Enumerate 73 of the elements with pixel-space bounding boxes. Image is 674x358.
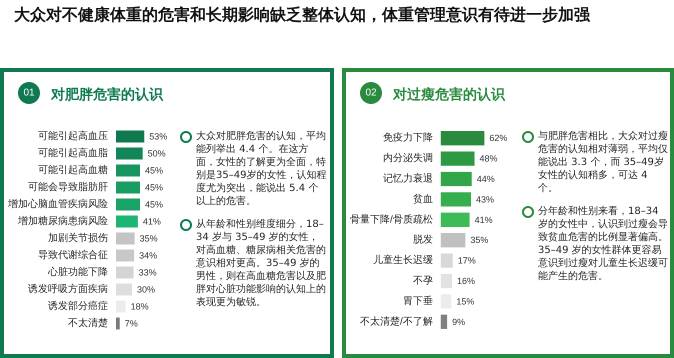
text: 02: [365, 88, 377, 98]
y-tick-label: 记忆力衰退: [382, 172, 433, 184]
chart-title: 对过瘦危害的认识: [392, 86, 506, 102]
y-tick-label: 贫血: [412, 192, 433, 205]
bar: [440, 253, 453, 268]
data-label: 48%: [480, 154, 498, 164]
bar: [440, 314, 448, 329]
y-tick-label: 增加糖尿病患病风险: [17, 215, 108, 227]
bar: [440, 151, 475, 166]
y-tick-label: 内分泌失调: [382, 152, 433, 164]
bar: [116, 182, 140, 194]
bar: [116, 266, 134, 278]
bar: [440, 172, 472, 186]
data-label: 41%: [474, 214, 493, 225]
text: 与肥胖危害相比，大众对过瘦危害的认知相对薄弱，平均仅能说出 3.3 个，而 35–49岁女性的认知稍多，可达 4 个。: [537, 130, 668, 195]
y-tick-label: 诱发部分癌症: [48, 300, 108, 312]
text: 01: [23, 88, 35, 98]
data-label: 18%: [130, 302, 149, 312]
bar: [116, 216, 138, 228]
data-label: 53%: [149, 132, 168, 142]
bar: [116, 232, 135, 244]
data-label: 50%: [148, 148, 166, 158]
y-tick-label: 不孕: [412, 276, 433, 286]
data-label: 15%: [456, 296, 474, 306]
bar: [116, 284, 132, 296]
data-label: 9%: [452, 316, 466, 327]
text: 分年龄和性别来看，18–34 岁的女性中，认识到过瘦会导致贫血危害的比例显著偏高。35–49 岁的女性群体更容易意识到过瘦对儿童生长迟缓可能产生的危害。: [537, 205, 668, 283]
data-label: 41%: [142, 216, 161, 226]
y-tick-label: 骨量下降/骨质疏松: [350, 213, 433, 226]
data-label: 7%: [124, 318, 138, 328]
data-label: 45%: [145, 182, 164, 192]
data-label: 35%: [470, 235, 488, 246]
bar: [116, 164, 140, 176]
text: 大众对不健康体重的危害和长期影响缺乏整体认知，体重管理意识有待进一步加强: [14, 4, 592, 26]
data-label: 44%: [476, 174, 495, 184]
data-label: 62%: [489, 133, 508, 144]
bar: [440, 212, 470, 227]
text: 大众对肥胖危害的认知，平均能列举出 4.4 个。在这方面，女性的了解更为全面，特别是35–49岁的女性，认知程度尤为突出，能说出 5.4 个以上的危害。: [195, 130, 328, 208]
y-tick-label: 免疫力下降: [382, 132, 433, 144]
y-tick-label: 可能引起高血压: [38, 130, 108, 142]
data-label: 45%: [145, 166, 164, 176]
text: 从年龄和性别维度细分，18–34 岁与 35–49 岁的女性，对高血糖、糖尿病相关危害的意识相对更高。35–49 岁的男性，则在高血糖危害以及肥胖对心脏功能影响的认知上的表现更为敏锐。: [195, 218, 327, 309]
bar: [440, 274, 452, 288]
data-label: 35%: [140, 234, 158, 244]
y-tick-label: 可能会导致脂肪肝: [28, 181, 108, 193]
y-tick-label: 心脏功能下降: [47, 266, 108, 278]
y-tick-label: 不太清楚: [68, 317, 108, 329]
y-tick-label: 增加心脑血管疾病风险: [7, 198, 108, 210]
y-tick-label: 诱发呼吸方面疾病: [28, 283, 108, 295]
data-label: 17%: [458, 256, 476, 266]
y-tick-label: 胃下垂: [402, 294, 433, 307]
bar: [116, 250, 134, 262]
data-label: 43%: [476, 194, 494, 204]
bar: [116, 198, 140, 210]
data-label: 45%: [145, 200, 164, 210]
data-label: 34%: [139, 250, 158, 260]
data-label: 33%: [138, 268, 157, 278]
bar: [440, 131, 484, 146]
y-tick-label: 导致代谢综合征: [38, 249, 108, 261]
y-tick-label: 可能引起高血脂: [38, 147, 108, 159]
bar: [116, 148, 143, 160]
bar: [440, 192, 472, 207]
y-tick-label: 脱发: [412, 234, 433, 246]
bar: [116, 130, 144, 142]
bar: [440, 233, 466, 248]
y-tick-label: 不太清楚/不了解: [360, 315, 433, 328]
y-tick-label: 可能引起高血糖: [38, 164, 108, 176]
data-label: 16%: [457, 276, 476, 286]
chart-title: 对肥胖危害的认识: [50, 86, 164, 102]
y-tick-label: 加剧关节损伤: [48, 232, 108, 244]
data-label: 30%: [137, 284, 156, 294]
bar: [116, 318, 120, 330]
y-tick-label: 儿童生长迟缓: [372, 254, 433, 266]
